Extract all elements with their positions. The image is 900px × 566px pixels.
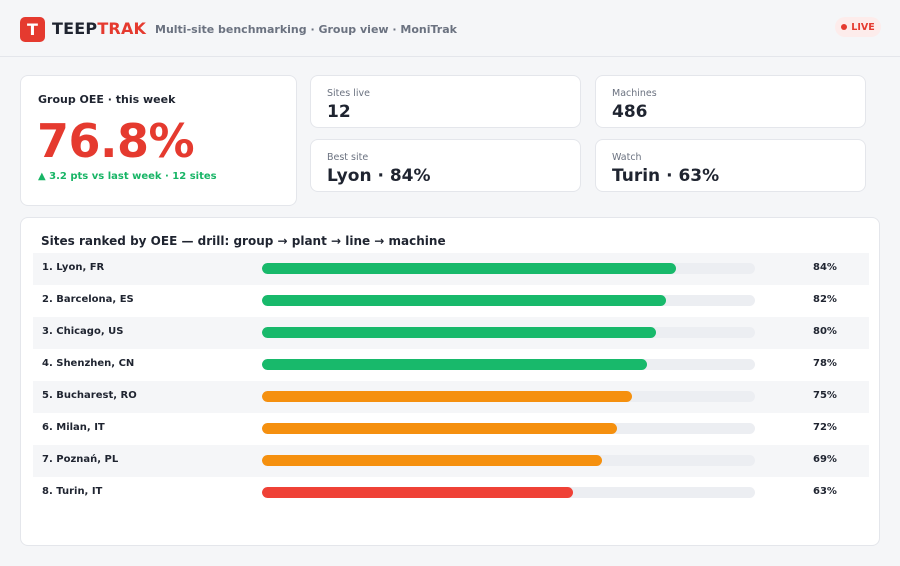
oee-bar-track [262,359,755,370]
logo-icon: T [20,17,45,42]
site-row[interactable]: 2. Barcelona, ES 82% [33,285,869,317]
site-row[interactable]: 6. Milan, IT 72% [33,413,869,445]
live-label: LIVE [851,21,875,33]
site-ranking-panel: Sites ranked by OEE — drill: group → pla… [20,217,880,546]
oee-bar-fill [262,391,632,402]
oee-bar-fill [262,455,603,466]
site-oee-value: 69% [813,454,837,465]
kpi-watch-site: Watch Turin · 63% [595,139,866,192]
live-badge: LIVE [835,17,881,37]
kpi-value: 12 [327,102,351,122]
kpi-sites-live: Sites live 12 [310,75,581,128]
oee-bar-track [262,455,755,466]
oee-bar-fill [262,359,647,370]
kpi-value: Turin · 63% [612,166,720,186]
site-name: 1. Lyon, FR [42,262,105,273]
page-subtitle: Multi-site benchmarking · Group view · M… [155,23,457,36]
kpi-label: Sites live [327,88,370,99]
kpi-machines: Machines 486 [595,75,866,128]
site-name: 4. Shenzhen, CN [42,358,135,369]
kpi-value: 486 [612,102,648,122]
kpi-best-site: Best site Lyon · 84% [310,139,581,192]
site-oee-value: 82% [813,294,837,305]
site-row[interactable]: 7. Poznań, PL 69% [33,445,869,477]
oee-bar-fill [262,295,667,306]
ranking-title: Sites ranked by OEE — drill: group → pla… [41,234,446,248]
site-oee-value: 63% [813,486,837,497]
oee-bar-track [262,263,755,274]
site-name: 7. Poznań, PL [42,454,119,465]
site-name: 6. Milan, IT [42,422,105,433]
site-name: 5. Bucharest, RO [42,390,137,401]
group-oee-delta: ▲ 3.2 pts vs last week · 12 sites [38,171,217,182]
site-oee-value: 75% [813,390,837,401]
site-row[interactable]: 1. Lyon, FR 84% [33,253,869,285]
group-oee-card: Group OEE · this week 76.8% ▲ 3.2 pts vs… [20,75,297,206]
site-row[interactable]: 3. Chicago, US 80% [33,317,869,349]
oee-bar-fill [262,423,617,434]
site-row[interactable]: 8. Turin, IT 63% [33,477,869,509]
kpi-label: Watch [612,152,642,163]
oee-bar-track [262,423,755,434]
ranking-list: 1. Lyon, FR 84% 2. Barcelona, ES 82% 3. … [33,253,869,509]
kpi-label: Machines [612,88,657,99]
group-oee-label: Group OEE · this week [38,93,176,106]
oee-bar-fill [262,327,657,338]
oee-bar-track [262,391,755,402]
site-name: 2. Barcelona, ES [42,294,134,305]
kpi-value: Lyon · 84% [327,166,431,186]
oee-bar-track [262,327,755,338]
live-dot-icon [841,24,848,30]
site-row[interactable]: 4. Shenzhen, CN 78% [33,349,869,381]
kpi-label: Best site [327,152,369,163]
site-oee-value: 84% [813,262,837,273]
site-oee-value: 72% [813,422,837,433]
site-name: 3. Chicago, US [42,326,124,337]
site-row[interactable]: 5. Bucharest, RO 75% [33,381,869,413]
brand-name: TEEPTRAK [52,19,147,38]
oee-bar-fill [262,263,677,274]
group-oee-value: 76.8% [37,114,195,168]
oee-bar-track [262,487,755,498]
site-oee-value: 80% [813,326,837,337]
site-oee-value: 78% [813,358,837,369]
site-name: 8. Turin, IT [42,486,103,497]
oee-bar-track [262,295,755,306]
oee-bar-fill [262,487,573,498]
top-bar: T TEEPTRAK Multi-site benchmarking · Gro… [0,0,900,57]
